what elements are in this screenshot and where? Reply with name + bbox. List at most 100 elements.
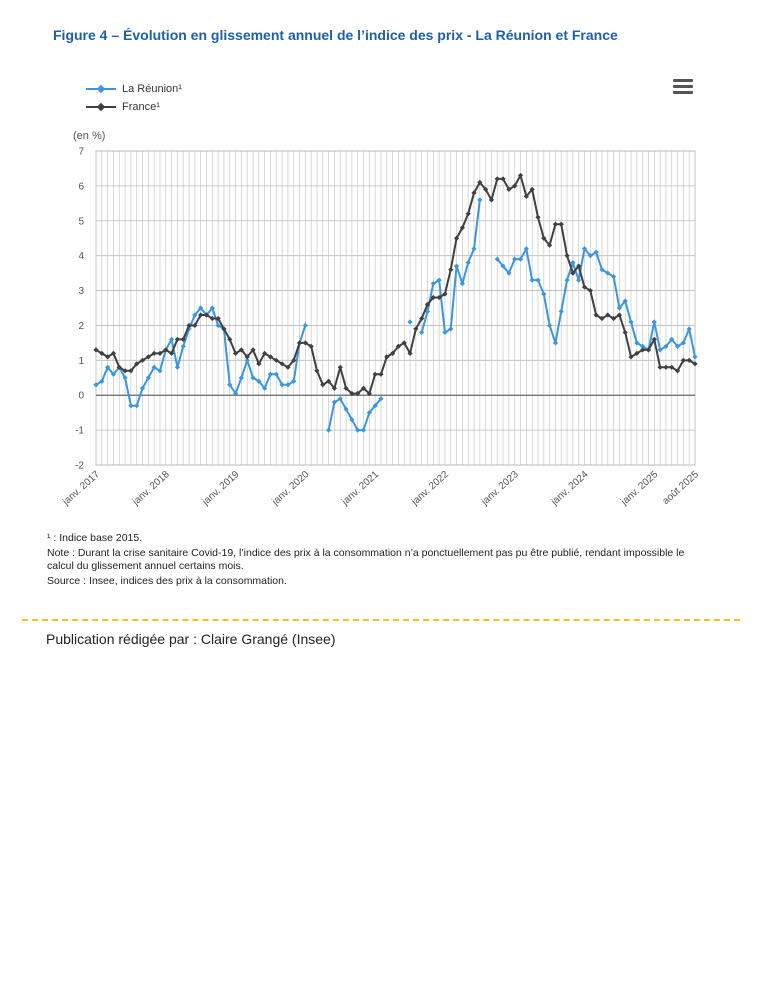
data-point-reunion[interactable] (448, 326, 454, 332)
data-point-reunion[interactable] (198, 305, 204, 311)
data-point-france[interactable] (541, 235, 547, 241)
data-point-reunion[interactable] (232, 390, 239, 397)
data-point-reunion[interactable] (506, 270, 512, 276)
data-point-reunion[interactable] (110, 371, 117, 377)
data-point-france[interactable] (267, 354, 274, 360)
data-point-france[interactable] (349, 390, 355, 397)
data-point-france[interactable] (692, 361, 698, 367)
data-point-france[interactable] (232, 350, 239, 356)
data-point-reunion[interactable] (134, 403, 140, 409)
data-point-reunion[interactable] (570, 260, 576, 266)
data-point-france[interactable] (256, 361, 262, 367)
data-point-reunion[interactable] (442, 329, 448, 336)
data-point-france[interactable] (558, 221, 564, 227)
data-point-france[interactable] (116, 364, 122, 370)
data-point-france[interactable] (308, 343, 314, 349)
data-point-reunion[interactable] (273, 371, 279, 377)
data-point-france[interactable] (343, 385, 349, 391)
data-point-reunion[interactable] (587, 253, 593, 259)
data-point-reunion[interactable] (669, 336, 675, 342)
data-point-france[interactable] (680, 357, 686, 363)
data-point-france[interactable] (186, 322, 192, 329)
data-point-france[interactable] (302, 340, 308, 346)
data-point-reunion[interactable] (674, 343, 681, 349)
data-point-france[interactable] (628, 354, 634, 360)
data-point-france[interactable] (488, 197, 495, 203)
data-point-france[interactable] (174, 336, 181, 342)
data-point-france[interactable] (244, 354, 250, 360)
data-point-france[interactable] (517, 172, 524, 179)
data-point-france[interactable] (227, 336, 233, 342)
data-point-france[interactable] (151, 350, 157, 356)
data-point-france[interactable] (645, 347, 652, 353)
data-point-france[interactable] (453, 235, 460, 241)
data-point-reunion[interactable] (285, 382, 291, 388)
data-point-france[interactable] (169, 350, 175, 356)
data-point-reunion[interactable] (209, 305, 215, 311)
data-point-reunion[interactable] (291, 378, 297, 384)
data-point-reunion[interactable] (244, 357, 250, 363)
data-point-reunion[interactable] (139, 385, 146, 391)
data-point-reunion[interactable] (215, 322, 221, 329)
data-point-reunion[interactable] (145, 375, 151, 381)
data-point-reunion[interactable] (157, 368, 163, 374)
data-point-france[interactable] (419, 315, 425, 322)
data-point-france[interactable] (221, 326, 227, 332)
data-point-reunion[interactable] (366, 410, 372, 416)
data-point-france[interactable] (209, 315, 215, 322)
data-point-france[interactable] (250, 347, 256, 353)
data-point-reunion[interactable] (581, 246, 588, 252)
data-point-france[interactable] (320, 382, 326, 388)
data-point-reunion[interactable] (558, 308, 564, 315)
data-point-france[interactable] (483, 186, 489, 192)
data-point-france[interactable] (570, 270, 576, 276)
data-point-reunion[interactable] (535, 277, 541, 283)
data-point-reunion[interactable] (628, 319, 634, 325)
data-point-france[interactable] (529, 186, 535, 192)
data-point-france[interactable] (122, 368, 128, 374)
data-point-reunion[interactable] (262, 385, 268, 391)
data-point-reunion[interactable] (686, 326, 692, 332)
data-point-reunion[interactable] (692, 354, 698, 360)
data-point-france[interactable] (163, 347, 169, 353)
data-point-france[interactable] (576, 263, 582, 269)
data-point-reunion[interactable] (471, 246, 477, 252)
data-point-france[interactable] (436, 294, 442, 301)
data-point-france[interactable] (372, 371, 378, 377)
data-point-france[interactable] (355, 390, 361, 397)
data-point-reunion[interactable] (610, 274, 617, 280)
data-point-france[interactable] (273, 357, 279, 363)
data-point-france[interactable] (616, 312, 622, 318)
data-point-reunion[interactable] (279, 382, 285, 388)
data-point-france[interactable] (157, 350, 163, 356)
data-point-france[interactable] (500, 176, 506, 182)
data-point-reunion[interactable] (605, 270, 611, 276)
data-point-france[interactable] (198, 312, 204, 318)
data-point-reunion[interactable] (453, 263, 460, 269)
data-point-france[interactable] (279, 361, 285, 367)
data-point-france[interactable] (291, 357, 297, 363)
data-point-france[interactable] (395, 343, 402, 349)
data-point-france[interactable] (326, 378, 332, 384)
data-point-reunion[interactable] (122, 375, 128, 381)
data-point-france[interactable] (384, 354, 390, 360)
data-point-reunion[interactable] (494, 256, 500, 262)
data-point-reunion[interactable] (105, 364, 111, 370)
data-point-france[interactable] (238, 347, 244, 353)
data-point-reunion[interactable] (593, 249, 599, 255)
data-point-reunion[interactable] (192, 312, 198, 318)
data-point-reunion[interactable] (523, 246, 529, 252)
data-point-reunion[interactable] (326, 427, 332, 433)
data-point-france[interactable] (134, 361, 140, 367)
data-point-reunion[interactable] (634, 340, 640, 346)
data-point-france[interactable] (547, 242, 553, 248)
data-point-reunion[interactable] (576, 277, 582, 283)
data-point-reunion[interactable] (529, 277, 535, 283)
data-point-france[interactable] (407, 350, 413, 356)
data-point-france[interactable] (314, 368, 320, 374)
data-point-reunion[interactable] (349, 417, 355, 423)
data-point-france[interactable] (674, 368, 681, 374)
data-point-reunion[interactable] (419, 329, 425, 336)
data-point-reunion[interactable] (256, 378, 262, 384)
data-point-france[interactable] (389, 350, 396, 356)
